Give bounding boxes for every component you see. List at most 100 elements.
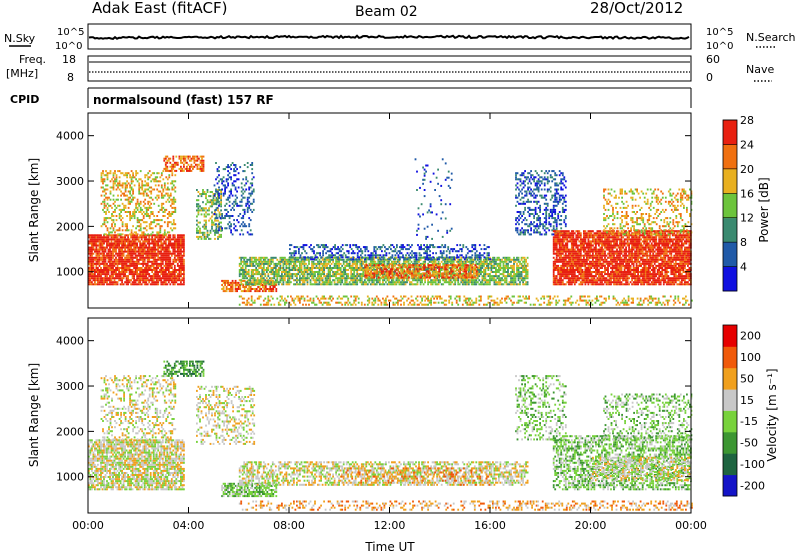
power-cell — [175, 244, 178, 247]
power-cell — [211, 205, 213, 208]
power-cell — [418, 276, 421, 279]
power-cell — [400, 274, 403, 277]
power-cell — [119, 283, 122, 286]
power-cell — [333, 264, 336, 267]
power-cell — [377, 260, 380, 263]
power-cell — [154, 271, 157, 273]
power-cell — [249, 194, 252, 197]
power-cell — [360, 258, 363, 261]
power-cell — [170, 246, 173, 249]
power-cell — [248, 192, 251, 195]
power-cell — [173, 250, 176, 253]
power-cell — [139, 211, 142, 213]
power-cell — [152, 267, 155, 269]
power-cell — [164, 248, 167, 251]
power-cell — [134, 238, 137, 241]
power-cell — [180, 275, 182, 278]
power-cell — [89, 246, 92, 249]
power-cell — [360, 283, 363, 286]
power-cell — [357, 275, 360, 278]
power-cell — [156, 223, 159, 226]
power-cell — [161, 242, 164, 245]
power-cell — [341, 275, 344, 278]
power-cell — [196, 205, 198, 208]
power-cell — [225, 279, 228, 282]
power-cell — [345, 264, 348, 267]
power-cell — [241, 269, 244, 271]
power-cell — [121, 208, 124, 211]
power-cell — [160, 267, 163, 269]
power-cell — [233, 227, 235, 230]
power-cell — [293, 279, 295, 282]
power-cell — [356, 277, 359, 280]
power-cell — [281, 260, 283, 263]
power-cell — [91, 252, 93, 255]
power-cell — [169, 275, 172, 278]
power-cell — [100, 279, 102, 282]
power-cell — [110, 252, 113, 255]
power-cell — [88, 258, 90, 261]
power-cell — [112, 198, 115, 201]
power-cell — [279, 279, 282, 282]
power-cell — [214, 193, 216, 195]
power-cell — [397, 268, 400, 271]
power-cell — [317, 267, 319, 269]
power-cell — [276, 281, 279, 284]
power-cell — [224, 184, 226, 187]
power-cell — [117, 186, 119, 189]
power-cell — [339, 279, 342, 282]
power-cell — [282, 258, 285, 261]
power-cell — [151, 250, 154, 253]
power-cell — [197, 195, 200, 198]
power-cell — [327, 279, 330, 282]
power-cell — [122, 260, 125, 263]
power-cell — [399, 264, 401, 267]
power-cell — [125, 275, 128, 278]
power-cell — [243, 288, 246, 290]
power-cell — [146, 283, 149, 286]
power-cell — [333, 283, 336, 286]
power-cell — [318, 271, 321, 273]
power-cell — [274, 279, 277, 282]
power-cell — [287, 279, 289, 282]
power-cell — [115, 262, 117, 265]
power-cell — [220, 201, 222, 204]
power-cell — [356, 281, 359, 284]
power-cell — [208, 201, 210, 204]
power-cell — [347, 262, 350, 265]
power-cell — [162, 206, 165, 209]
power-cell — [127, 244, 129, 247]
power-cell — [107, 269, 110, 271]
power-cell — [163, 157, 166, 160]
power-cell — [311, 260, 313, 263]
power-cell — [262, 281, 265, 284]
power-cell — [102, 178, 104, 181]
power-cell — [202, 231, 204, 234]
power-cell — [128, 279, 131, 282]
power-cell — [208, 207, 210, 210]
power-cell — [160, 258, 163, 261]
power-cell — [392, 264, 395, 267]
power-cell — [335, 283, 337, 286]
power-cell — [202, 209, 204, 212]
power-cell — [181, 167, 184, 170]
power-cell — [327, 273, 330, 276]
power-cell — [120, 184, 122, 187]
power-cell — [160, 186, 163, 189]
power-cell — [112, 221, 115, 224]
power-cell — [139, 256, 142, 259]
power-cell — [244, 267, 247, 269]
power-cell — [253, 258, 256, 261]
power-cell — [139, 283, 142, 286]
power-cell — [380, 269, 383, 271]
power-cell — [359, 256, 362, 259]
power-cell — [243, 196, 246, 199]
power-cell — [258, 264, 261, 267]
power-cell — [282, 275, 285, 278]
power-cell — [225, 288, 228, 290]
power-cell — [176, 246, 179, 249]
power-cell — [104, 248, 107, 251]
power-cell — [123, 182, 125, 185]
power-cell — [106, 221, 109, 224]
power-cell — [498, 256, 500, 259]
